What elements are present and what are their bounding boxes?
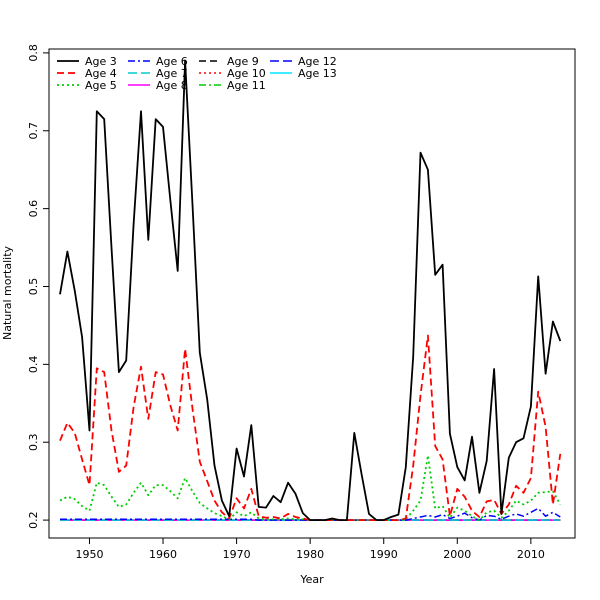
y-axis: 0.2 0.3 0.4 0.5 0.6 0.7 0.8 (27, 44, 49, 529)
series-line-age-3 (59, 59, 562, 521)
y-tick-label: 0.2 (27, 511, 40, 529)
plot-frame (48, 48, 576, 539)
legend-label: Age 9 (227, 55, 259, 68)
x-tick-label: 2000 (443, 548, 471, 561)
x-tick-label: 1970 (223, 548, 251, 561)
y-tick-label: 0.7 (27, 122, 40, 140)
x-tick-label: 1960 (149, 548, 177, 561)
x-tick-label: 1980 (296, 548, 324, 561)
legend-label: Age 6 (156, 55, 188, 68)
series-line-age-5 (59, 454, 562, 521)
series-layer (59, 59, 562, 521)
legend-label: Age 7 (156, 67, 188, 80)
x-axis-title: Year (299, 573, 324, 586)
x-tick-label: 1950 (75, 548, 103, 561)
x-tick-label: 2010 (517, 548, 545, 561)
legend-label: Age 13 (298, 67, 337, 80)
y-tick-label: 0.3 (27, 433, 40, 451)
legend-label: Age 5 (85, 79, 117, 92)
legend-label: Age 8 (156, 79, 188, 92)
legend-label: Age 10 (227, 67, 266, 80)
series-line-age-4 (59, 334, 562, 521)
x-tick-label: 1990 (370, 548, 398, 561)
y-axis-title: Natural mortality (1, 245, 14, 340)
legend-label: Age 12 (298, 55, 337, 68)
y-tick-label: 0.8 (27, 44, 40, 62)
legend-label: Age 3 (85, 55, 117, 68)
x-axis: 1950 1960 1970 1980 1990 2000 2010 (75, 538, 545, 561)
y-tick-label: 0.4 (27, 356, 40, 374)
legend-label: Age 4 (85, 67, 117, 80)
y-tick-label: 0.5 (27, 278, 40, 296)
y-tick-label: 0.6 (27, 200, 40, 218)
legend-label: Age 11 (227, 79, 266, 92)
